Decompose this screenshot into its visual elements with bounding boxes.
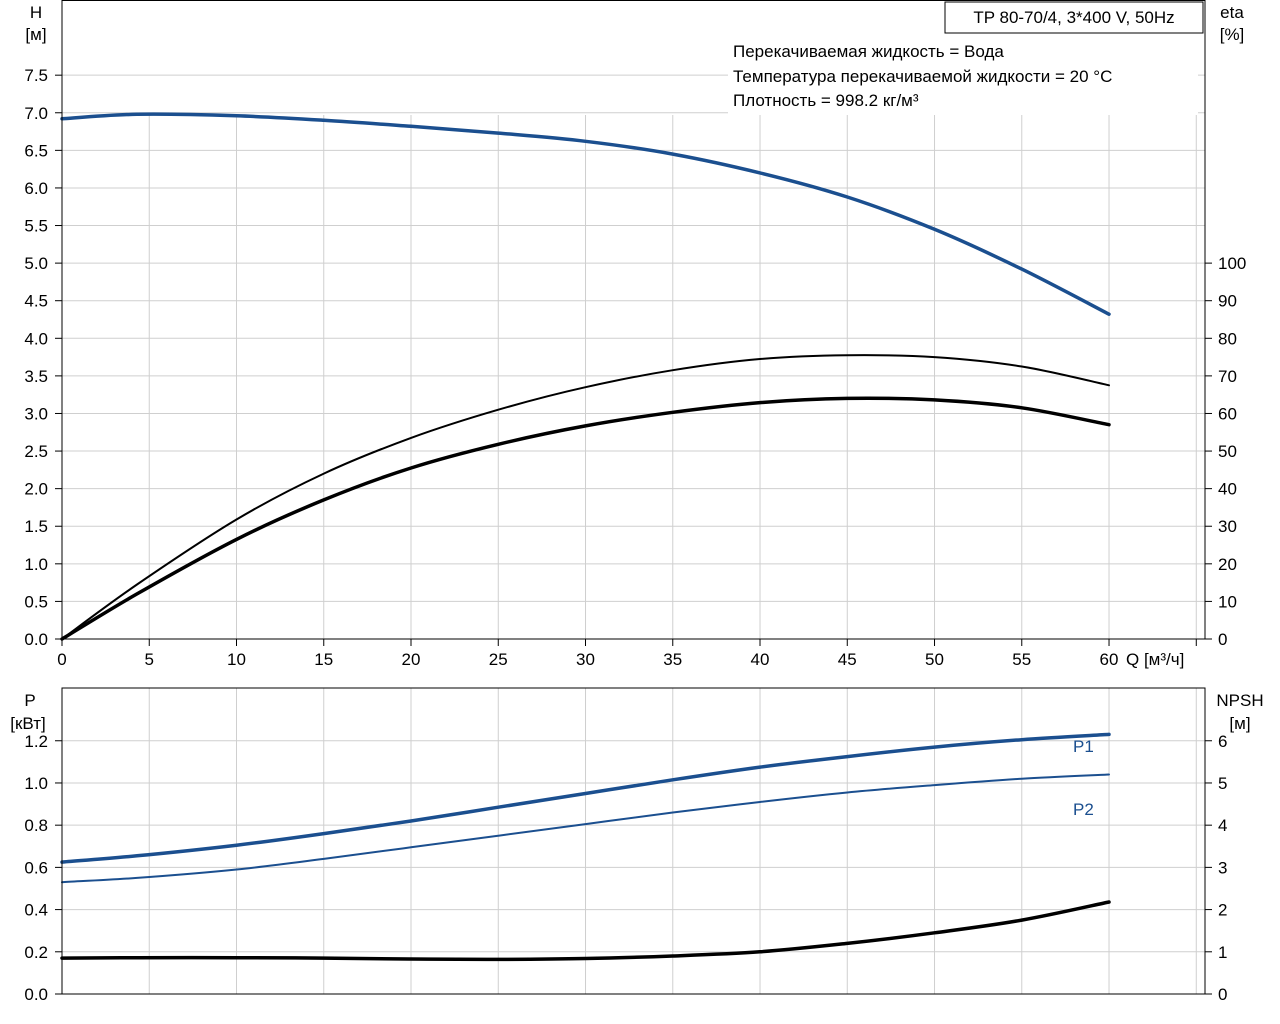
y2-tick-label: 20 xyxy=(1218,555,1237,574)
y2-tick-label: 4 xyxy=(1218,816,1227,835)
y2-tick-label: 40 xyxy=(1218,480,1237,499)
y-tick-label: 0.6 xyxy=(24,858,48,877)
x-tick-label: 0 xyxy=(57,650,66,669)
y2-tick-label: 2 xyxy=(1218,901,1227,920)
x-axis-ticks: 0 5 10 15 20 25 30 35 40 45 50 55 60 xyxy=(57,639,1197,669)
eta-axis-label-unit: [%] xyxy=(1220,25,1245,44)
y-tick-label: 0.0 xyxy=(24,630,48,649)
p-axis-label-symbol: P xyxy=(24,691,35,710)
y-tick-label: 1.0 xyxy=(24,555,48,574)
eta-axis-label-symbol: eta xyxy=(1220,3,1244,22)
x-tick-label: 50 xyxy=(925,650,944,669)
h-axis-label-unit: [м] xyxy=(25,25,46,44)
x-tick-label: 25 xyxy=(489,650,508,669)
y2-tick-label: 0 xyxy=(1218,985,1227,1004)
lower-panel-frame xyxy=(61,687,1206,995)
x-tick-label: 30 xyxy=(576,650,595,669)
model-title: TP 80-70/4, 3*400 V, 50Hz xyxy=(973,8,1174,27)
h-axis-label-symbol: H xyxy=(30,3,42,22)
lower-right-ticks: 0 1 2 3 4 5 6 xyxy=(1205,732,1227,1004)
y-tick-label: 5.5 xyxy=(24,217,48,236)
y-tick-label: 0.4 xyxy=(24,901,48,920)
y-tick-label: 1.2 xyxy=(24,732,48,751)
y2-tick-label: 0 xyxy=(1218,630,1227,649)
fluid-info-box xyxy=(728,38,1198,114)
y-tick-label: 0.0 xyxy=(24,985,48,1004)
upper-right-ticks: 0 10 20 30 40 50 60 70 80 90 100 xyxy=(1205,254,1246,649)
fluid-info-line: Плотность = 998.2 кг/м³ xyxy=(733,91,919,110)
p1-curve xyxy=(60,732,1111,864)
lower-panel-series xyxy=(60,732,1111,962)
y2-tick-label: 30 xyxy=(1218,517,1237,536)
x-tick-label: 40 xyxy=(751,650,770,669)
y-tick-label: 6.0 xyxy=(24,179,48,198)
x-tick-label: 5 xyxy=(145,650,154,669)
y2-tick-label: 10 xyxy=(1218,592,1237,611)
y2-tick-label: 6 xyxy=(1218,732,1227,751)
lower-left-ticks: 0.0 0.2 0.4 0.6 0.8 1.0 1.2 xyxy=(24,732,62,1004)
model-title-box xyxy=(944,1,1204,34)
x-tick-label: 35 xyxy=(663,650,682,669)
y2-tick-label: 70 xyxy=(1218,367,1237,386)
y2-tick-label: 100 xyxy=(1218,254,1246,273)
p1-series-label: P1 xyxy=(1073,737,1094,756)
upper-panel-grid xyxy=(62,74,1205,639)
h-curve xyxy=(60,112,1111,316)
y-tick-label: 3.5 xyxy=(24,367,48,386)
fluid-info-line: Перекачиваемая жидкость = Вода xyxy=(733,42,1004,61)
npsh-axis-label-symbol: NPSH xyxy=(1216,691,1263,710)
y-tick-label: 0.2 xyxy=(24,943,48,962)
y2-tick-label: 80 xyxy=(1218,329,1237,348)
y-tick-label: 2.0 xyxy=(24,480,48,499)
y-tick-label: 6.5 xyxy=(24,141,48,160)
y-tick-label: 4.0 xyxy=(24,329,48,348)
y2-tick-label: 50 xyxy=(1218,442,1237,461)
y-tick-label: 5.0 xyxy=(24,254,48,273)
y2-tick-label: 3 xyxy=(1218,858,1227,877)
y-tick-label: 3.0 xyxy=(24,404,48,423)
x-tick-label: 15 xyxy=(314,650,333,669)
y-tick-label: 7.0 xyxy=(24,104,48,123)
q-axis-label: Q [м³/ч] xyxy=(1126,650,1184,669)
y-tick-label: 2.5 xyxy=(24,442,48,461)
y-tick-label: 1.0 xyxy=(24,774,48,793)
p2-curve xyxy=(61,773,1110,884)
y2-tick-label: 1 xyxy=(1218,943,1227,962)
y-tick-label: 7.5 xyxy=(24,66,48,85)
y2-tick-label: 5 xyxy=(1218,774,1227,793)
y-tick-label: 0.5 xyxy=(24,592,48,611)
lower-panel-grid xyxy=(62,688,1205,994)
x-tick-label: 55 xyxy=(1012,650,1031,669)
y2-tick-label: 60 xyxy=(1218,404,1237,423)
upper-left-ticks: 0.0 0.5 1.0 1.5 2.0 2.5 3.0 3.5 4.0 4.5 5.0 5.5 6.0 6… xyxy=(24,66,62,649)
npsh-axis-label-unit: [м] xyxy=(1229,714,1250,733)
x-tick-label: 45 xyxy=(838,650,857,669)
eta-1-curve xyxy=(61,354,1110,640)
npsh-curve xyxy=(60,900,1111,962)
x-tick-label: 10 xyxy=(227,650,246,669)
upper-panel-series xyxy=(60,112,1111,641)
upper-panel-frame xyxy=(61,0,1206,640)
x-tick-label: 60 xyxy=(1100,650,1119,669)
fluid-info-line: Температура перекачиваемой жидкости = 20… xyxy=(733,67,1112,86)
y-tick-label: 1.5 xyxy=(24,517,48,536)
x-tick-label: 20 xyxy=(402,650,421,669)
p-axis-label-unit: [кВт] xyxy=(10,714,45,733)
y-tick-label: 0.8 xyxy=(24,816,48,835)
y-tick-label: 4.5 xyxy=(24,292,48,311)
eta-2-curve xyxy=(60,396,1111,641)
p2-series-label: P2 xyxy=(1073,800,1094,819)
y2-tick-label: 90 xyxy=(1218,292,1237,311)
